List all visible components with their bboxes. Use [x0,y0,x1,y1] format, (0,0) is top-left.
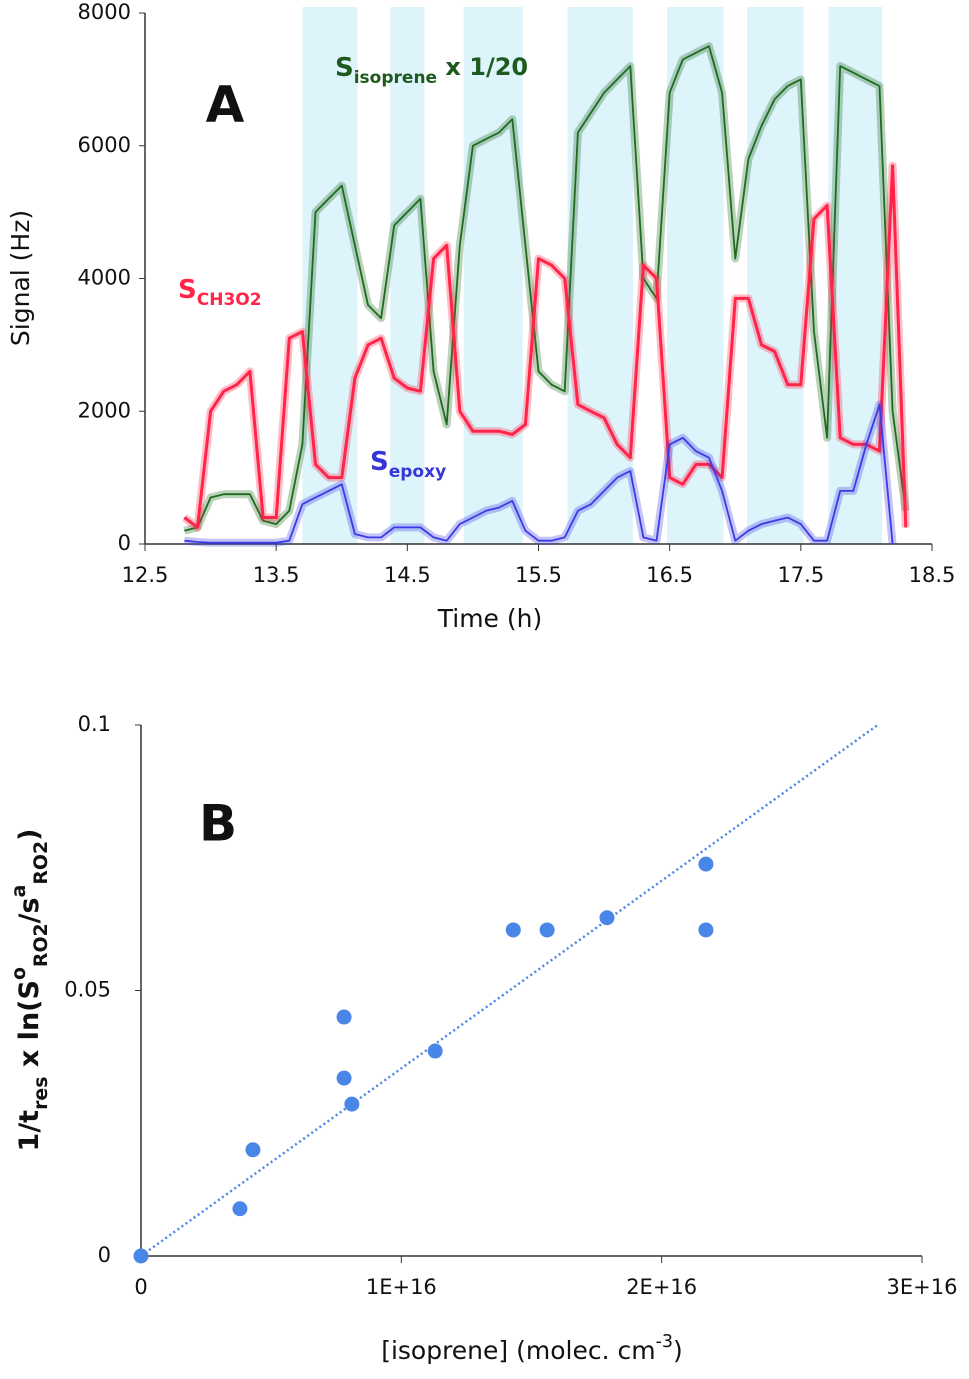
label-part: ) [673,1336,683,1365]
series-name: S [178,275,197,305]
series-name-sub: isoprene [354,68,437,88]
y-tick-label: 0 [98,1243,111,1267]
x-axis-title: Time (h) [437,604,542,633]
series-name-sub: epoxy [389,462,446,482]
series-label: SCH3O2 [178,275,262,311]
data-point [539,922,555,938]
data-point [232,1201,248,1217]
x-tick-label: 15.5 [515,563,562,587]
label-part: ) [14,829,45,841]
trendline [140,723,879,1258]
label-part: /s [14,897,45,923]
series-label: Sepoxy [370,447,446,483]
label-part: res [30,1077,52,1110]
shaded-interval [828,7,883,544]
data-point [336,1009,352,1025]
x-tick-label: 0 [134,1275,147,1299]
x-tick-label: 14.5 [384,563,431,587]
x-tick-label: 18.5 [909,563,956,587]
panel-label: A [206,76,245,134]
x-tick-label: 3E+16 [887,1275,958,1299]
x-tick-label: 2E+16 [626,1275,697,1299]
data-point [505,922,521,938]
y-tick-label: 4000 [78,266,131,290]
data-point [133,1248,149,1264]
panel-label: B [199,795,237,853]
y-tick-label: 0 [118,531,131,555]
series-label: Sisoprene x 1/20 [335,53,528,89]
label-part: -3 [656,1332,673,1352]
x-tick-label: 12.5 [122,563,169,587]
shaded-interval [463,7,523,544]
label-part: RO2 [30,841,52,885]
data-point [336,1070,352,1086]
x-tick-label: 17.5 [777,563,824,587]
y-tick-label: 0.05 [64,978,111,1002]
data-point [698,856,714,872]
x-axis-title: [isoprene] (molec. cm-3) [381,1332,683,1365]
label-part: [isoprene] (molec. cm [381,1336,655,1365]
shaded-interval [390,7,425,544]
y-tick-label: 0.1 [78,712,111,736]
x-tick-label: 13.5 [253,563,300,587]
series-line [183,164,908,529]
x-tick-label: 16.5 [646,563,693,587]
label-part: a [8,885,30,898]
data-point [245,1142,261,1158]
shaded-interval [567,7,633,544]
series-name-after: x 1/20 [437,53,528,81]
series-name: S [335,53,354,83]
data-point [427,1043,443,1059]
data-point [344,1096,360,1112]
y-tick-label: 8000 [78,0,131,24]
y-tick-label: 6000 [78,133,131,157]
y-axis-title: Signal (Hz) [6,210,35,346]
shaded-interval [747,7,804,544]
y-tick-label: 2000 [78,398,131,422]
shaded-interval [667,7,724,544]
label-part: x ln(S [14,980,45,1076]
series-line [184,45,907,532]
x-tick-label: 1E+16 [366,1275,437,1299]
series-name: S [370,447,389,477]
label-part: RO2 [30,923,52,967]
y-axis-title: 1/tres x ln(SoRO2/saRO2) [8,829,52,1152]
series-name-sub: CH3O2 [197,290,262,310]
series-line [184,403,894,545]
data-point [698,922,714,938]
label-part: 1/t [14,1110,45,1152]
label-part: o [8,967,30,980]
data-point [599,910,615,926]
